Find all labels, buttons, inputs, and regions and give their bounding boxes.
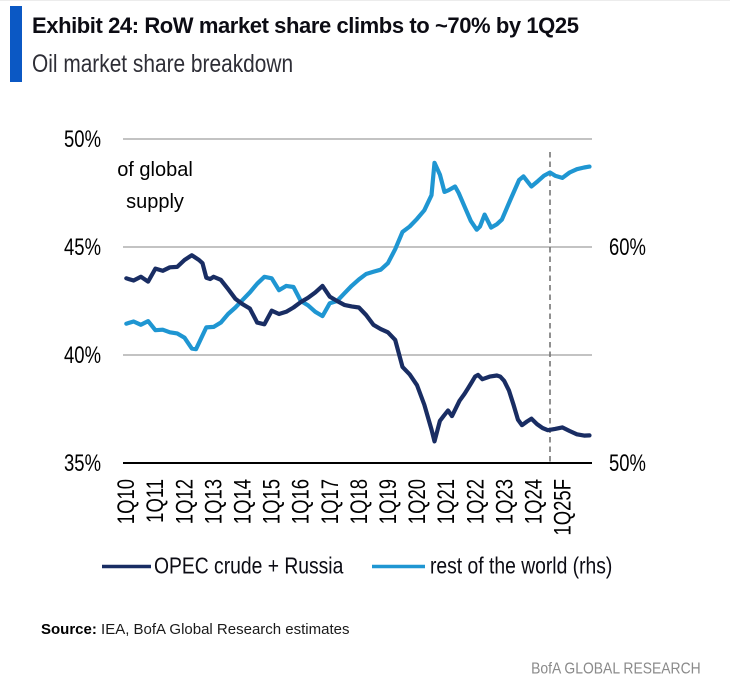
svg-text:1Q23: 1Q23 (491, 479, 518, 524)
svg-text:40%: 40% (64, 342, 101, 369)
svg-text:1Q12: 1Q12 (171, 479, 198, 524)
svg-text:BofA GLOBAL RESEARCH: BofA GLOBAL RESEARCH (531, 660, 701, 678)
svg-text:1Q22: 1Q22 (462, 479, 489, 524)
svg-text:1Q20: 1Q20 (404, 479, 431, 524)
svg-text:1Q24: 1Q24 (520, 479, 547, 524)
svg-text:1Q10: 1Q10 (113, 479, 140, 524)
svg-text:50%: 50% (64, 126, 101, 153)
svg-text:1Q25F: 1Q25F (549, 479, 576, 535)
svg-text:OPEC crude + Russia: OPEC crude + Russia (154, 554, 344, 579)
svg-text:1Q19: 1Q19 (375, 479, 402, 524)
svg-text:1Q14: 1Q14 (229, 479, 256, 524)
svg-text:rest of the world (rhs): rest of the world (rhs) (430, 554, 612, 579)
svg-text:1Q18: 1Q18 (346, 479, 373, 524)
svg-text:60%: 60% (609, 234, 646, 261)
svg-text:1Q16: 1Q16 (287, 479, 314, 524)
svg-text:1Q13: 1Q13 (200, 479, 227, 524)
svg-text:of global: of global (117, 159, 193, 181)
svg-text:45%: 45% (64, 234, 101, 261)
svg-text:1Q17: 1Q17 (317, 479, 344, 524)
svg-text:supply: supply (126, 191, 184, 213)
svg-text:35%: 35% (64, 450, 101, 477)
svg-text:50%: 50% (609, 450, 646, 477)
svg-text:1Q11: 1Q11 (142, 479, 169, 523)
svg-text:1Q15: 1Q15 (258, 479, 285, 524)
svg-text:1Q21: 1Q21 (433, 479, 460, 524)
